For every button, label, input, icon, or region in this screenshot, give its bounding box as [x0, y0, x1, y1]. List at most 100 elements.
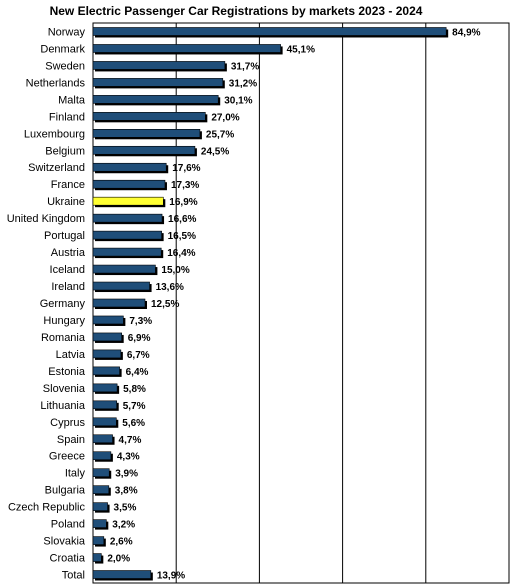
value-label: 3,2% — [112, 520, 135, 531]
bar-bulgaria — [92, 485, 110, 494]
value-label: 12,5% — [151, 299, 179, 310]
value-label: 6,4% — [126, 367, 149, 378]
category-label: Finland — [49, 111, 85, 123]
bar-germany — [92, 298, 146, 308]
value-label: 17,3% — [171, 180, 199, 191]
value-label: 27,0% — [211, 112, 239, 123]
bar-united-kingdom — [92, 213, 163, 223]
value-label: 6,7% — [127, 350, 150, 361]
category-label: France — [51, 179, 85, 191]
category-label: Cyprus — [50, 417, 85, 429]
category-label: Ukraine — [47, 196, 85, 208]
category-label: Netherlands — [26, 77, 86, 89]
value-label: 13,9% — [157, 571, 185, 582]
category-label: Croatia — [50, 553, 86, 565]
value-label: 3,8% — [115, 486, 138, 497]
value-label: 31,7% — [231, 61, 259, 72]
category-label: Germany — [40, 298, 86, 310]
category-label: Hungary — [43, 315, 85, 327]
category-label: United Kingdom — [7, 213, 85, 225]
value-label: 4,3% — [117, 452, 140, 463]
labels-layer: Norway 84,9% Denmark 45,1% Sweden 31,7% Nether… — [7, 26, 481, 581]
value-label: 31,2% — [229, 78, 257, 89]
value-label: 25,7% — [206, 129, 234, 140]
bar-total — [92, 570, 152, 579]
bar-sweden — [92, 61, 226, 70]
bar-iceland — [92, 264, 156, 274]
value-label: 16,6% — [168, 214, 196, 225]
bar-ireland — [92, 281, 150, 291]
value-label: 2,6% — [110, 537, 133, 548]
bar-italy — [92, 468, 110, 477]
value-label: 15,0% — [161, 265, 189, 276]
category-label: Slovenia — [43, 383, 86, 395]
category-label: Belgium — [45, 145, 85, 157]
value-label: 24,5% — [201, 146, 229, 157]
bar-cyprus — [92, 417, 117, 427]
value-label: 16,4% — [167, 248, 195, 259]
bar-ukraine — [92, 196, 164, 206]
bar-greece — [92, 451, 112, 461]
category-label: Latvia — [56, 349, 86, 361]
value-label: 2,0% — [107, 554, 130, 565]
value-label: 45,1% — [287, 44, 315, 55]
bar-slovenia — [92, 383, 118, 393]
bar-malta — [92, 95, 219, 104]
category-label: Portugal — [44, 230, 85, 242]
bar-hungary — [92, 315, 124, 325]
value-label: 30,1% — [224, 95, 252, 106]
category-label: Switzerland — [28, 162, 85, 174]
bar-france — [92, 179, 166, 189]
value-label: 3,9% — [115, 469, 138, 480]
category-label: Greece — [49, 451, 85, 463]
bar-denmark — [92, 44, 281, 53]
category-label: Malta — [58, 94, 86, 106]
value-label: 7,3% — [129, 316, 152, 327]
bar-czech-republic — [92, 502, 108, 511]
category-label: Czech Republic — [8, 502, 86, 514]
category-label: Austria — [51, 247, 86, 259]
value-label: 5,7% — [123, 401, 146, 412]
category-label: Poland — [51, 519, 85, 531]
bar-estonia — [92, 366, 120, 376]
bar-switzerland — [92, 162, 167, 172]
category-label: Norway — [48, 26, 86, 38]
category-label: Slovakia — [43, 536, 85, 548]
bar-belgium — [92, 145, 196, 155]
value-label: 5,8% — [123, 384, 146, 395]
category-label: Sweden — [45, 60, 85, 72]
value-label: 6,9% — [128, 333, 151, 344]
bar-poland — [92, 519, 107, 528]
grid-layer — [175, 23, 427, 583]
bar-latvia — [92, 349, 122, 359]
category-label: Italy — [65, 468, 86, 480]
bar-netherlands — [92, 78, 224, 87]
bar-spain — [92, 434, 113, 444]
value-label: 16,5% — [168, 231, 196, 242]
bar-romania — [92, 332, 123, 342]
category-label: Bulgaria — [45, 485, 86, 497]
bar-slovakia — [92, 536, 105, 545]
value-label: 84,9% — [452, 27, 480, 38]
category-label: Romania — [41, 332, 86, 344]
bar-portugal — [92, 230, 162, 240]
category-label: Estonia — [48, 366, 86, 378]
category-label: Luxembourg — [24, 128, 85, 140]
bar-lithuania — [92, 400, 118, 410]
chart-title: New Electric Passenger Car Registrations… — [50, 4, 423, 18]
bar-luxembourg — [92, 129, 201, 138]
value-label: 13,6% — [156, 282, 184, 293]
category-label: Lithuania — [40, 400, 86, 412]
category-label: Total — [62, 570, 85, 582]
category-label: Ireland — [51, 281, 85, 293]
bar-austria — [92, 247, 162, 257]
bars-layer — [92, 27, 449, 581]
value-label: 5,6% — [122, 418, 145, 429]
value-label: 16,9% — [169, 197, 197, 208]
bar-norway — [92, 27, 447, 36]
value-label: 3,5% — [114, 503, 137, 514]
value-label: 17,6% — [172, 163, 200, 174]
bar-croatia — [92, 553, 102, 562]
bar-finland — [92, 112, 206, 121]
